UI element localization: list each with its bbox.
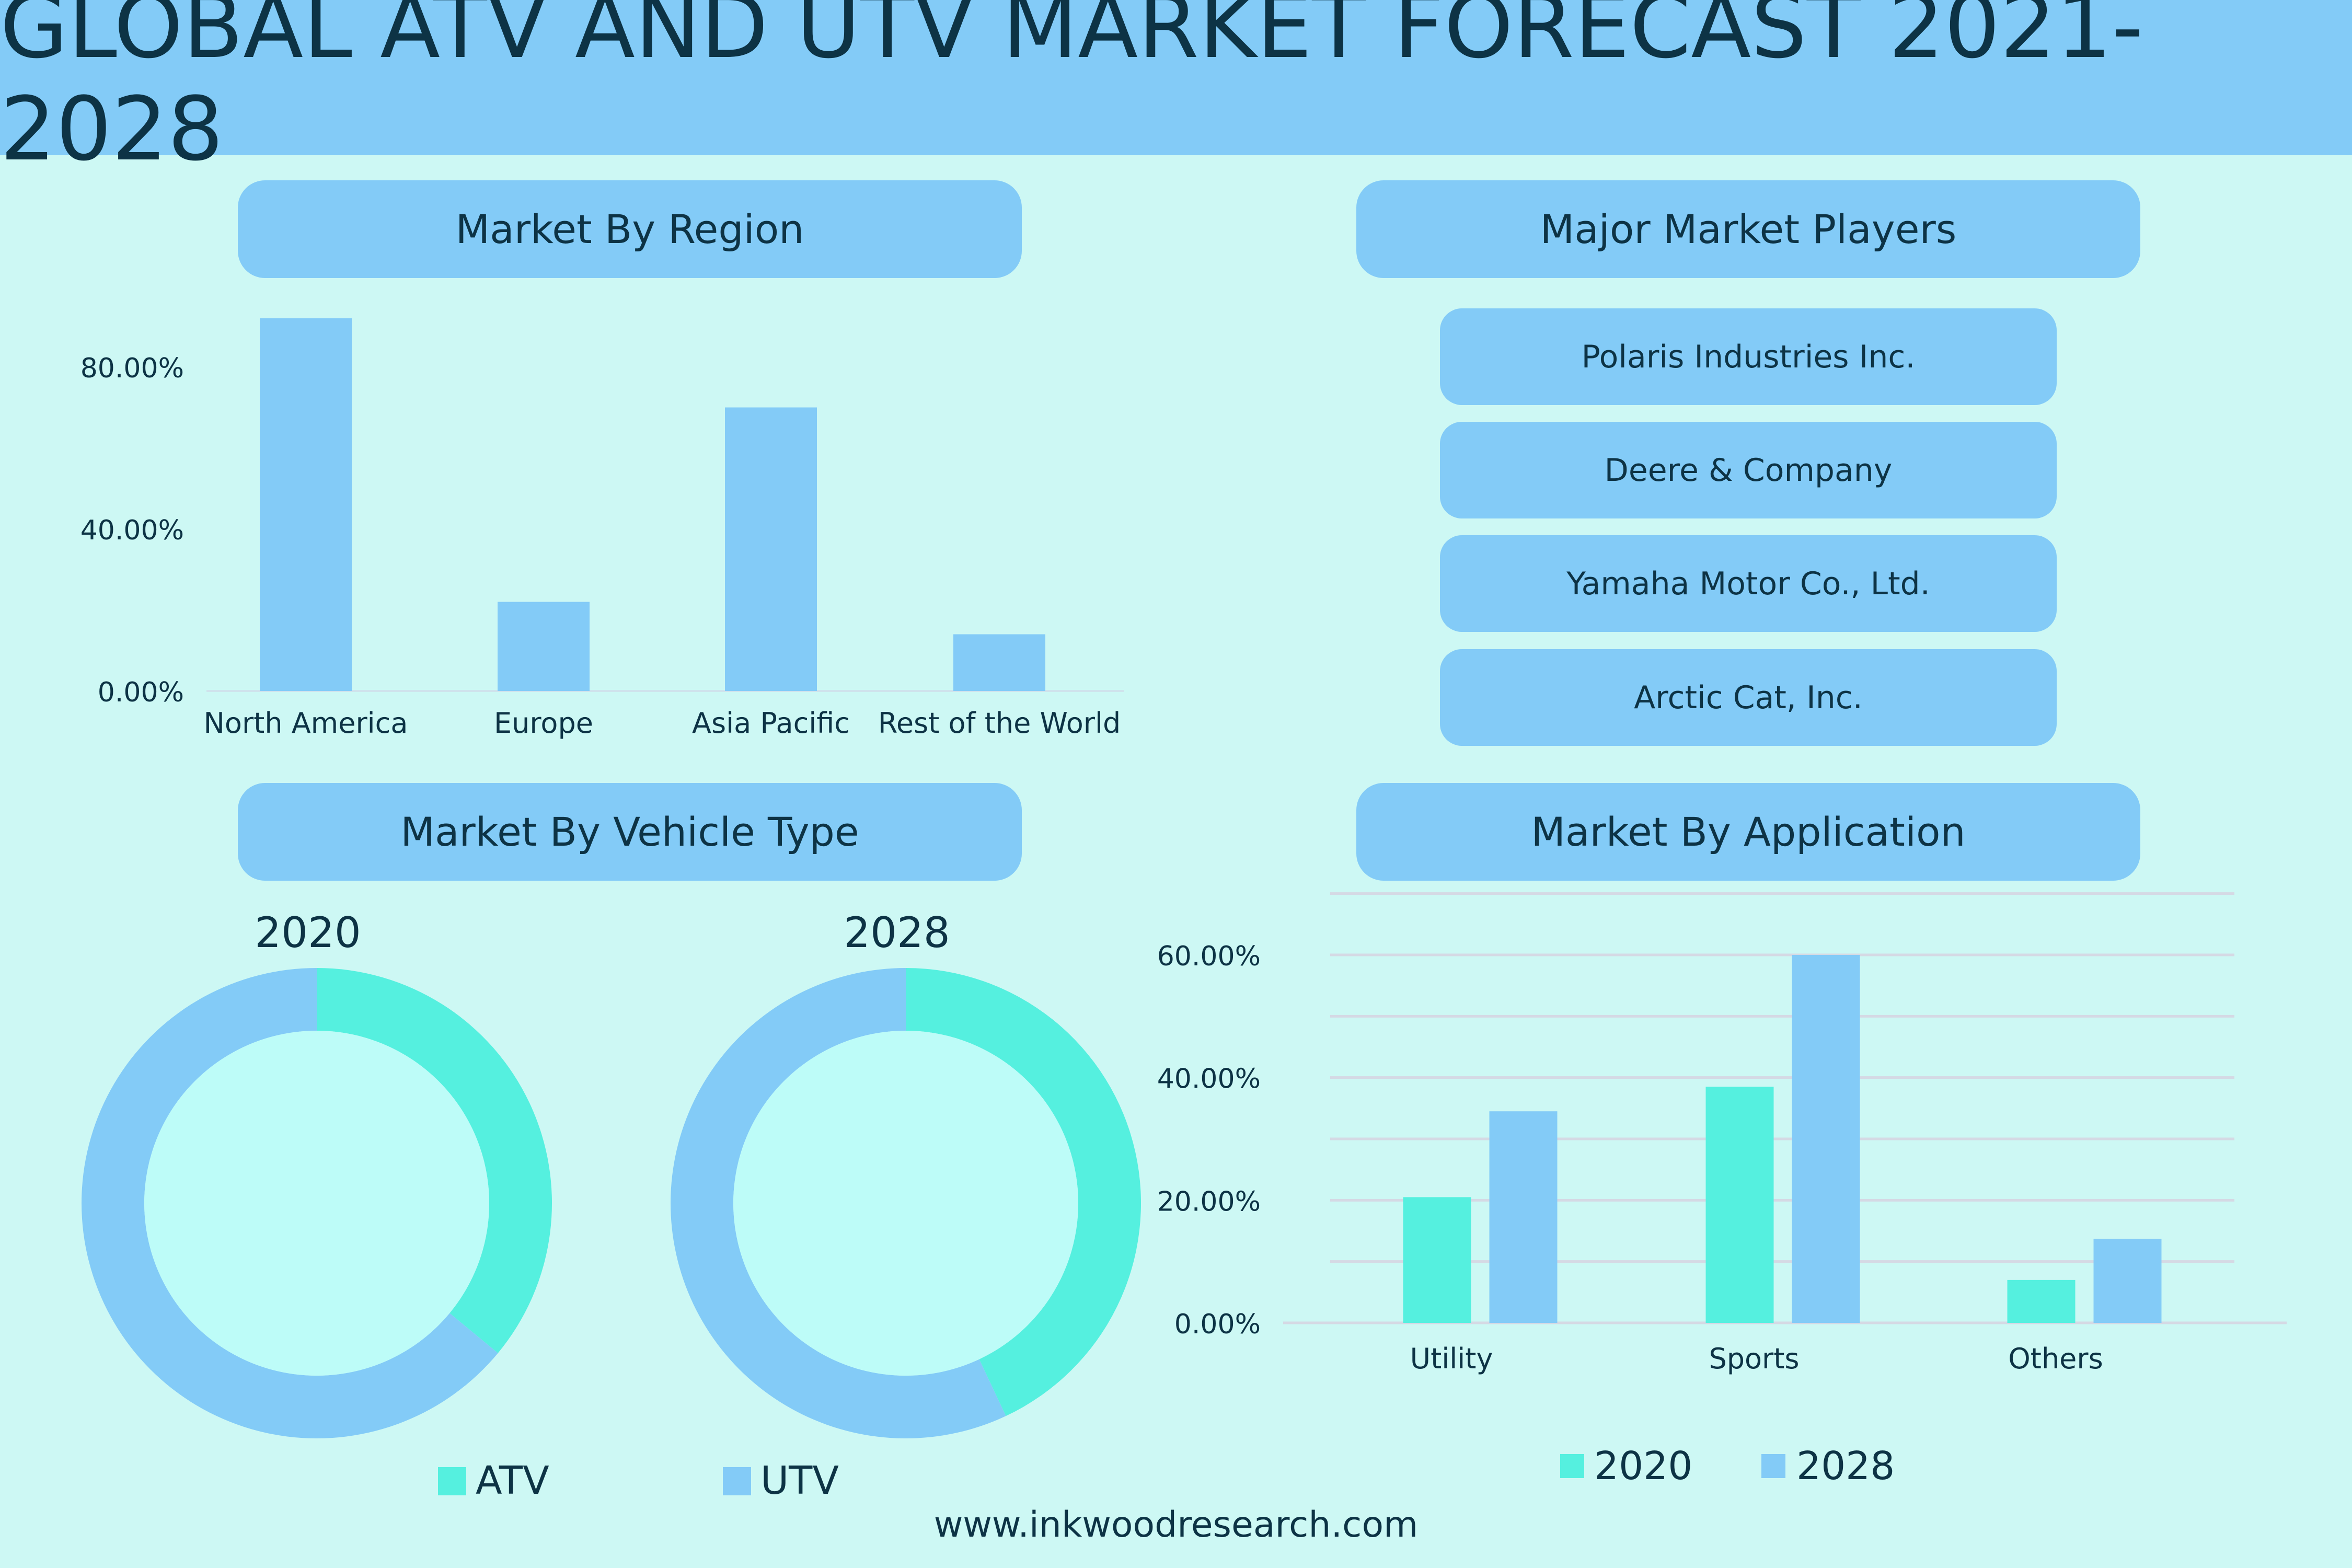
region-bar-chart: 0.00% 40.00% 80.00% North America Europe Asia…	[80, 318, 1124, 740]
region-y-tick-label: 80.00%	[80, 353, 184, 384]
application-legend: 2020 2028	[1560, 1444, 1895, 1489]
donut-slice-atv	[317, 968, 552, 1353]
app-x-tick-label: Utility	[1410, 1342, 1493, 1375]
donut-center	[733, 1031, 1078, 1376]
footer-url: www.inkwoodresearch.com	[933, 1504, 1419, 1546]
player-yamaha: Yamaha Motor Co., Ltd.	[1440, 535, 2057, 632]
app-y-tick-label: 60.00%	[1157, 941, 1261, 972]
region-x-tick-label: Europe	[494, 707, 593, 740]
player-arctic-cat: Arctic Cat, Inc.	[1440, 649, 2057, 746]
legend-label-2020: 2020	[1594, 1444, 1692, 1489]
donut-chart-2028: 2028	[670, 908, 1141, 1439]
region-bar	[498, 602, 590, 691]
donut-slice-atv	[906, 968, 1141, 1416]
donut-slice-utv	[670, 968, 1006, 1439]
application-bar-chart: 0.00% 20.00% 40.00% 60.00% Utility Sports Othe…	[1157, 892, 2287, 1375]
app-bar-2020	[2007, 1279, 2076, 1323]
donut-title: 2020	[255, 908, 361, 957]
legend-swatch-2028	[1761, 1454, 1785, 1478]
app-y-tick-label: 40.00%	[1157, 1064, 1261, 1095]
region-y-tick-label: 40.00%	[80, 515, 184, 546]
donut-center	[144, 1031, 489, 1376]
section-title-region: Market By Region	[238, 180, 1022, 278]
region-y-tick-label: 0.00%	[98, 677, 184, 708]
app-x-tick-label: Others	[2008, 1342, 2103, 1375]
app-x-tick-label: Sports	[1709, 1342, 1799, 1375]
section-title-vehicle: Market By Vehicle Type	[238, 783, 1022, 881]
page-title: GLOBAL ATV AND UTV MARKET FORECAST 2021-…	[0, 0, 2144, 180]
legend-swatch-utv	[723, 1467, 751, 1495]
donut-slice-utv	[81, 968, 498, 1439]
app-bar-2028	[1792, 955, 1860, 1323]
app-y-tick-label: 0.00%	[1174, 1309, 1261, 1340]
region-bar	[260, 318, 352, 691]
app-bar-2020	[1403, 1197, 1471, 1323]
region-x-tick-label: Asia Pacific	[692, 707, 850, 740]
legend-label-atv: ATV	[476, 1458, 549, 1503]
donut-chart-2020: 2020	[81, 908, 552, 1439]
app-bar-2028	[2093, 1239, 2162, 1323]
vehicle-legend: ATV UTV	[438, 1458, 839, 1503]
legend-swatch-2020	[1560, 1454, 1584, 1478]
legend-label-utv: UTV	[760, 1458, 839, 1503]
region-x-tick-label: Rest of the World	[878, 707, 1121, 740]
legend-label-2028: 2028	[1796, 1444, 1895, 1489]
app-y-tick-label: 20.00%	[1157, 1186, 1261, 1217]
section-title-application: Market By Application	[1356, 783, 2140, 881]
app-bar-2028	[1489, 1111, 1558, 1323]
player-polaris: Polaris Industries Inc.	[1440, 308, 2057, 405]
donut-title: 2028	[844, 908, 950, 957]
legend-swatch-atv	[438, 1467, 466, 1495]
region-bar	[953, 634, 1045, 691]
header-banner: GLOBAL ATV AND UTV MARKET FORECAST 2021-…	[0, 0, 2352, 180]
region-x-tick-label: North America	[204, 707, 408, 740]
player-deere: Deere & Company	[1440, 422, 2057, 518]
app-bar-2020	[1705, 1087, 1774, 1323]
section-title-players: Major Market Players	[1356, 180, 2140, 278]
region-bar	[725, 407, 817, 691]
